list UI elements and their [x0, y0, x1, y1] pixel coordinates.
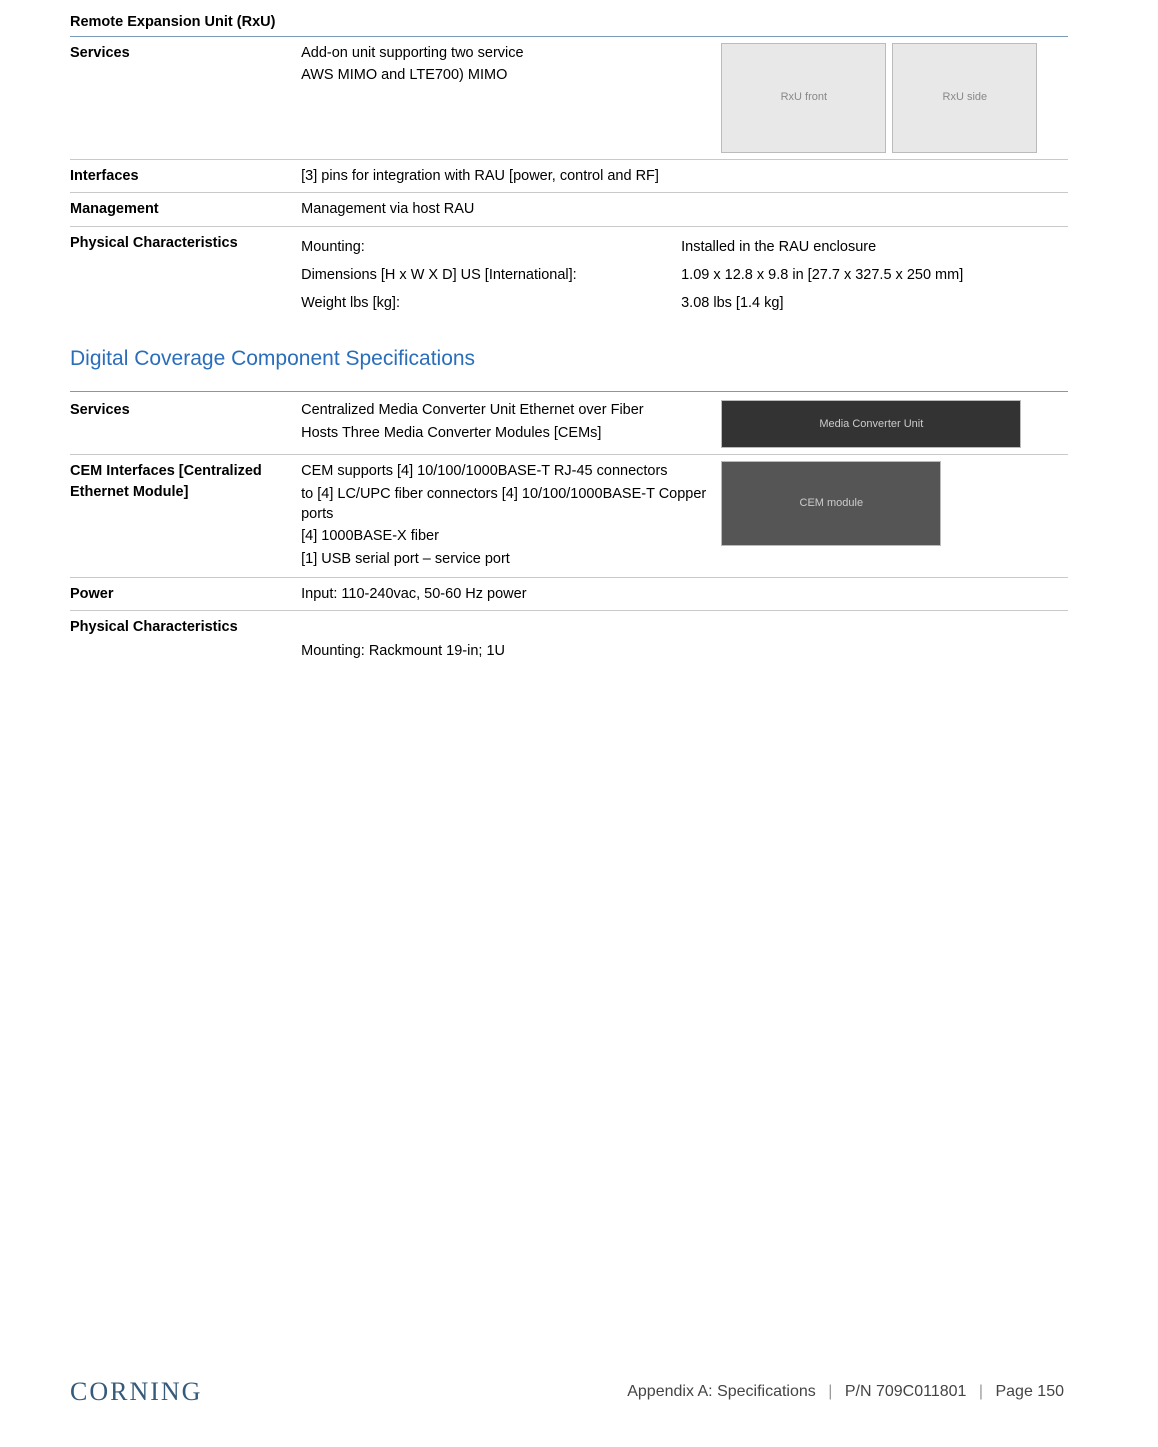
row-physical-label: Physical Characteristics	[70, 226, 301, 323]
section-divider	[70, 391, 1068, 392]
d-cem-line-4: [1] USB serial port – service port	[301, 549, 715, 569]
d-physical-desc: Mounting: Rackmount 19-in; 1U	[301, 611, 721, 668]
row-services-image-cell: RxU front RxU side	[721, 37, 1068, 160]
d-services-line-1: Centralized Media Converter Unit Etherne…	[301, 400, 715, 420]
d-cem-image-cell: CEM module	[721, 455, 1068, 577]
phys-weight-k: Weight lbs [kg]:	[301, 289, 681, 317]
d-physical-label: Physical Characteristics	[70, 611, 301, 668]
row-services-label: Services	[70, 37, 301, 160]
d-power-empty	[721, 577, 1068, 610]
d-cem-line-1: CEM supports [4] 10/100/1000BASE-T RJ-45…	[301, 461, 715, 481]
footer-sep-2: |	[975, 1383, 987, 1400]
phys-dimensions-v: 1.09 x 12.8 x 9.8 in [27.7 x 327.5 x 250…	[681, 261, 1062, 289]
row-physical-content: Mounting: Installed in the RAU enclosure…	[301, 226, 1068, 323]
row-interfaces-label: Interfaces	[70, 160, 301, 193]
d-cem-line-3: [4] 1000BASE-X fiber	[301, 526, 715, 546]
d-power-label: Power	[70, 577, 301, 610]
footer-right: Appendix A: Specifications | P/N 709C011…	[623, 1383, 1068, 1401]
d-power-desc: Input: 110-240vac, 50-60 Hz power	[301, 577, 721, 610]
services-line-1: Add-on unit supporting two service	[301, 43, 715, 63]
phys-mounting-v: Installed in the RAU enclosure	[681, 233, 1062, 261]
d-services-desc: Centralized Media Converter Unit Etherne…	[301, 394, 721, 455]
spec-table-digital: Services Centralized Media Converter Uni…	[70, 394, 1068, 667]
services-line-2: AWS MIMO and LTE700) MIMO	[301, 65, 715, 85]
d-physical-empty	[721, 611, 1068, 668]
footer-sep-1: |	[824, 1383, 836, 1400]
d-services-line-2: Hosts Three Media Converter Modules [CEM…	[301, 423, 715, 443]
row-interfaces-desc: [3] pins for integration with RAU [power…	[301, 160, 721, 193]
rxu-image-front: RxU front	[721, 43, 886, 153]
row-management-label: Management	[70, 193, 301, 226]
rxu-image-side: RxU side	[892, 43, 1037, 153]
media-converter-image: Media Converter Unit	[721, 400, 1021, 448]
physical-sub-table: Mounting: Installed in the RAU enclosure…	[301, 233, 1062, 318]
heading-digital-coverage: Digital Coverage Component Specification…	[70, 347, 1068, 371]
section-title-rxu: Remote Expansion Unit (RxU)	[70, 10, 1068, 37]
phys-dimensions-k: Dimensions [H x W X D] US [International…	[301, 261, 681, 289]
d-services-label: Services	[70, 394, 301, 455]
phys-weight-v: 3.08 lbs [1.4 kg]	[681, 289, 1062, 317]
footer-appendix: Appendix A: Specifications	[623, 1383, 820, 1400]
cem-module-image: CEM module	[721, 461, 941, 546]
d-cem-line-2: to [4] LC/UPC fiber connectors [4] 10/10…	[301, 484, 715, 525]
d-cem-label: CEM Interfaces [Centralized Ethernet Mod…	[70, 455, 301, 577]
d-services-image-cell: Media Converter Unit	[721, 394, 1068, 455]
page-footer: CORNING Appendix A: Specifications | P/N…	[70, 1377, 1068, 1407]
footer-page: Page 150	[991, 1383, 1068, 1400]
row-interfaces-empty	[721, 160, 1068, 193]
row-management-empty	[721, 193, 1068, 226]
phys-mounting-k: Mounting:	[301, 233, 681, 261]
spec-table-rxu: Services Add-on unit supporting two serv…	[70, 37, 1068, 323]
row-services-desc: Add-on unit supporting two service AWS M…	[301, 37, 721, 160]
d-cem-desc: CEM supports [4] 10/100/1000BASE-T RJ-45…	[301, 455, 721, 577]
footer-pn: P/N 709C011801	[841, 1383, 971, 1400]
corning-logo: CORNING	[70, 1377, 202, 1407]
row-management-desc: Management via host RAU	[301, 193, 721, 226]
